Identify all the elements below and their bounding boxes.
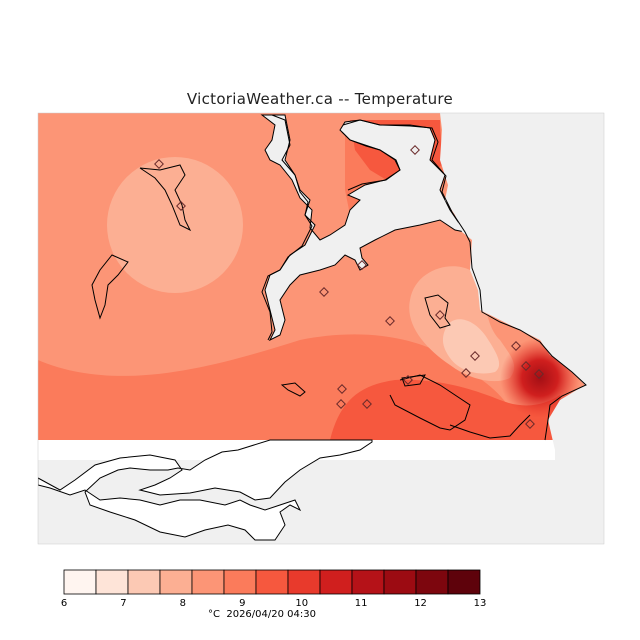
legend-swatch	[447, 569, 481, 595]
legend-tick-label: 12	[414, 598, 427, 609]
land-edge-east	[440, 113, 604, 544]
station-marker	[435, 310, 445, 320]
station-marker	[461, 368, 471, 378]
station-marker	[521, 361, 531, 371]
legend-swatch	[159, 569, 193, 595]
station-marker	[385, 316, 395, 326]
station-marker	[154, 159, 164, 169]
temp-zone-cool-west	[107, 157, 243, 293]
legend-swatch	[255, 569, 289, 595]
islands	[91, 164, 451, 397]
map-title: VictoriaWeather.ca -- Temperature	[186, 90, 454, 108]
legend-swatch	[95, 569, 129, 595]
station-marker	[357, 260, 367, 270]
station-marker	[362, 399, 372, 409]
temp-zone-southeast	[330, 379, 570, 440]
legend-swatches	[63, 569, 481, 595]
temp-zone-coolest	[442, 319, 500, 374]
legend-swatch	[319, 569, 353, 595]
legend-swatch	[415, 569, 449, 595]
station-marker	[337, 384, 347, 394]
station-marker	[319, 287, 329, 297]
legend-swatch	[383, 569, 417, 595]
timestamp-label: °C 2026/04/20 04:30	[208, 609, 316, 620]
legend-tick-label: 13	[474, 598, 487, 609]
legend-swatch	[223, 569, 257, 595]
station-marker	[176, 201, 186, 211]
legend-swatch	[63, 569, 97, 595]
station-markers[interactable]	[154, 145, 544, 429]
station-marker	[534, 369, 544, 379]
legend-tick-label: 8	[180, 598, 186, 609]
legend-tick-label: 6	[61, 598, 67, 609]
station-marker	[403, 375, 413, 385]
legend-tick-label: 11	[355, 598, 368, 609]
legend-swatch	[287, 569, 321, 595]
station-marker	[525, 419, 535, 429]
station-marker	[410, 145, 420, 155]
peninsula-land	[38, 439, 373, 541]
station-marker	[336, 399, 346, 409]
legend-ticks: 6 7 8 9 10 11 12 13	[61, 598, 487, 609]
legend-tick-label: 7	[120, 598, 126, 609]
coastlines	[261, 114, 587, 441]
legend-swatch	[127, 569, 161, 595]
map-frame	[37, 112, 605, 545]
legend-tick-label: 9	[239, 598, 245, 609]
legend-tick-label: 10	[295, 598, 308, 609]
station-marker	[470, 351, 480, 361]
station-marker	[511, 341, 521, 351]
legend-swatch	[351, 569, 385, 595]
legend-swatch	[191, 569, 225, 595]
